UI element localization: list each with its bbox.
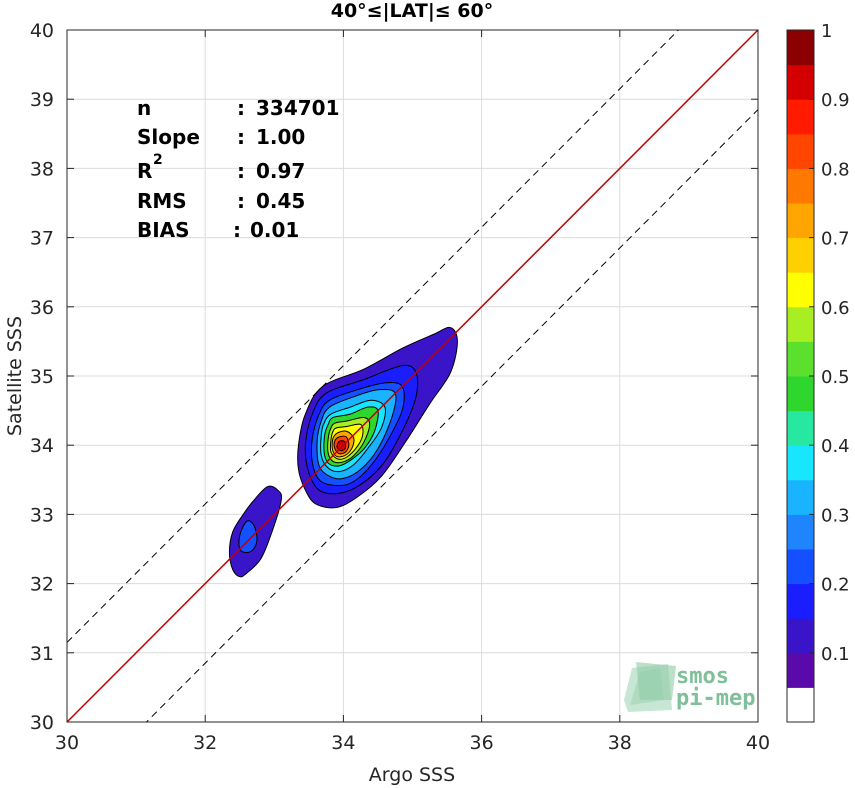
colorbar-segment — [787, 133, 814, 169]
colorbar-segment — [787, 99, 814, 135]
contour-level-0-95-12 — [336, 440, 347, 452]
reference-lines — [67, 30, 758, 722]
stat-rms-value: 0.45 — [256, 189, 305, 213]
x-tick-label: 38 — [608, 732, 632, 754]
colorbar-tick-label: 0.2 — [821, 575, 850, 596]
y-tick-label: 30 — [30, 712, 54, 734]
colorbar-tick-label: 0.1 — [821, 644, 850, 665]
logo-text-pimep: pi-mep — [676, 686, 755, 711]
statistics-box: n : 334701 Slope : 1.00 R 2 : 0.97 RMS :… — [137, 96, 340, 242]
plot-area: 30 32 34 36 38 40 30 31 32 33 34 35 36 37 38 39 40 — [30, 20, 770, 754]
colorbar-segment — [787, 306, 814, 342]
dashed-offset-line-1 — [67, 30, 680, 643]
one-to-one-line — [67, 30, 758, 722]
stat-r2-sup: 2 — [153, 152, 163, 168]
stat-rms-sep: : — [237, 189, 245, 213]
colorbar-segment — [787, 583, 814, 619]
y-axis-label: Satellite SSS — [4, 316, 26, 436]
colorbar-segment — [787, 237, 814, 273]
colorbar-segment — [787, 618, 814, 654]
colorbar-segment — [787, 168, 814, 204]
colorbar-tick-label: 0.3 — [821, 505, 850, 526]
y-tick-label: 33 — [30, 504, 54, 526]
logo-text-smos: smos — [676, 664, 729, 689]
colorbar-tick-label: 0.9 — [821, 90, 850, 111]
stat-r2-key: R — [137, 159, 152, 183]
stat-n-key: n — [137, 96, 151, 120]
colorbar-segment — [787, 376, 814, 412]
colorbar-segment — [787, 64, 814, 100]
stat-n-value: 334701 — [256, 96, 340, 120]
x-tick-label: 36 — [470, 732, 494, 754]
y-tick-label: 35 — [30, 366, 54, 388]
chart-title: 40°≤|LAT|≤ 60° — [331, 0, 494, 22]
x-tick-label: 34 — [331, 732, 355, 754]
stat-bias-value: 0.01 — [250, 218, 299, 242]
x-axis-label: Argo SSS — [369, 764, 455, 786]
colorbar-segment — [787, 272, 814, 308]
dashed-offset-line-0 — [145, 109, 758, 722]
y-tick-label: 37 — [30, 228, 54, 250]
colorbar-segment — [787, 652, 814, 688]
colorbar-segment — [787, 687, 814, 723]
stat-bias-sep: : — [233, 218, 241, 242]
stat-r2-value: 0.97 — [256, 159, 305, 183]
x-tick-label: 32 — [193, 732, 217, 754]
y-tick-label: 38 — [30, 158, 54, 180]
colorbar-tick-label: 0.8 — [821, 159, 850, 180]
y-tick-label: 32 — [30, 574, 54, 596]
colorbar-segment — [787, 549, 814, 585]
colorbar-segment — [787, 514, 814, 550]
colorbar-segment — [787, 479, 814, 515]
colorbar-tick-label: 0.6 — [821, 298, 850, 319]
stat-slope-sep: : — [237, 125, 245, 149]
wave-logo-icon — [624, 662, 676, 712]
colorbar-tick-label: 0.5 — [821, 367, 850, 388]
colorbar-segment — [787, 203, 814, 239]
colorbar: 0.1 0.2 0.3 0.4 0.5 0.6 0.7 0.8 0.9 1 — [786, 21, 850, 723]
stat-rms-key: RMS — [137, 189, 187, 213]
x-tick-label: 40 — [746, 732, 770, 754]
stat-r2-sep: : — [237, 159, 245, 183]
axis-ticks: 30 32 34 36 38 40 30 31 32 33 34 35 36 37 38 39 40 — [30, 20, 770, 754]
colorbar-tick-label: 0.7 — [821, 229, 850, 250]
colorbar-segment — [787, 410, 814, 446]
y-tick-label: 39 — [30, 89, 54, 111]
stat-n-sep: : — [237, 96, 245, 120]
stat-bias-key: BIAS — [137, 218, 190, 242]
y-tick-label: 34 — [30, 435, 54, 457]
colorbar-segment — [787, 445, 814, 481]
colorbar-tick-label: 1 — [821, 21, 832, 42]
y-tick-label: 40 — [30, 20, 54, 42]
y-tick-label: 31 — [30, 643, 54, 665]
density-contours — [228, 326, 458, 578]
stat-slope-value: 1.00 — [256, 125, 305, 149]
grid — [66, 29, 759, 723]
smos-pimep-logo: smos pi-mep — [624, 662, 755, 712]
y-tick-label: 36 — [30, 297, 54, 319]
colorbar-segment — [787, 341, 814, 377]
colorbar-segment — [787, 30, 814, 66]
stat-slope-key: Slope — [137, 125, 200, 149]
colorbar-tick-label: 0.4 — [821, 436, 850, 457]
x-tick-label: 30 — [55, 732, 79, 754]
